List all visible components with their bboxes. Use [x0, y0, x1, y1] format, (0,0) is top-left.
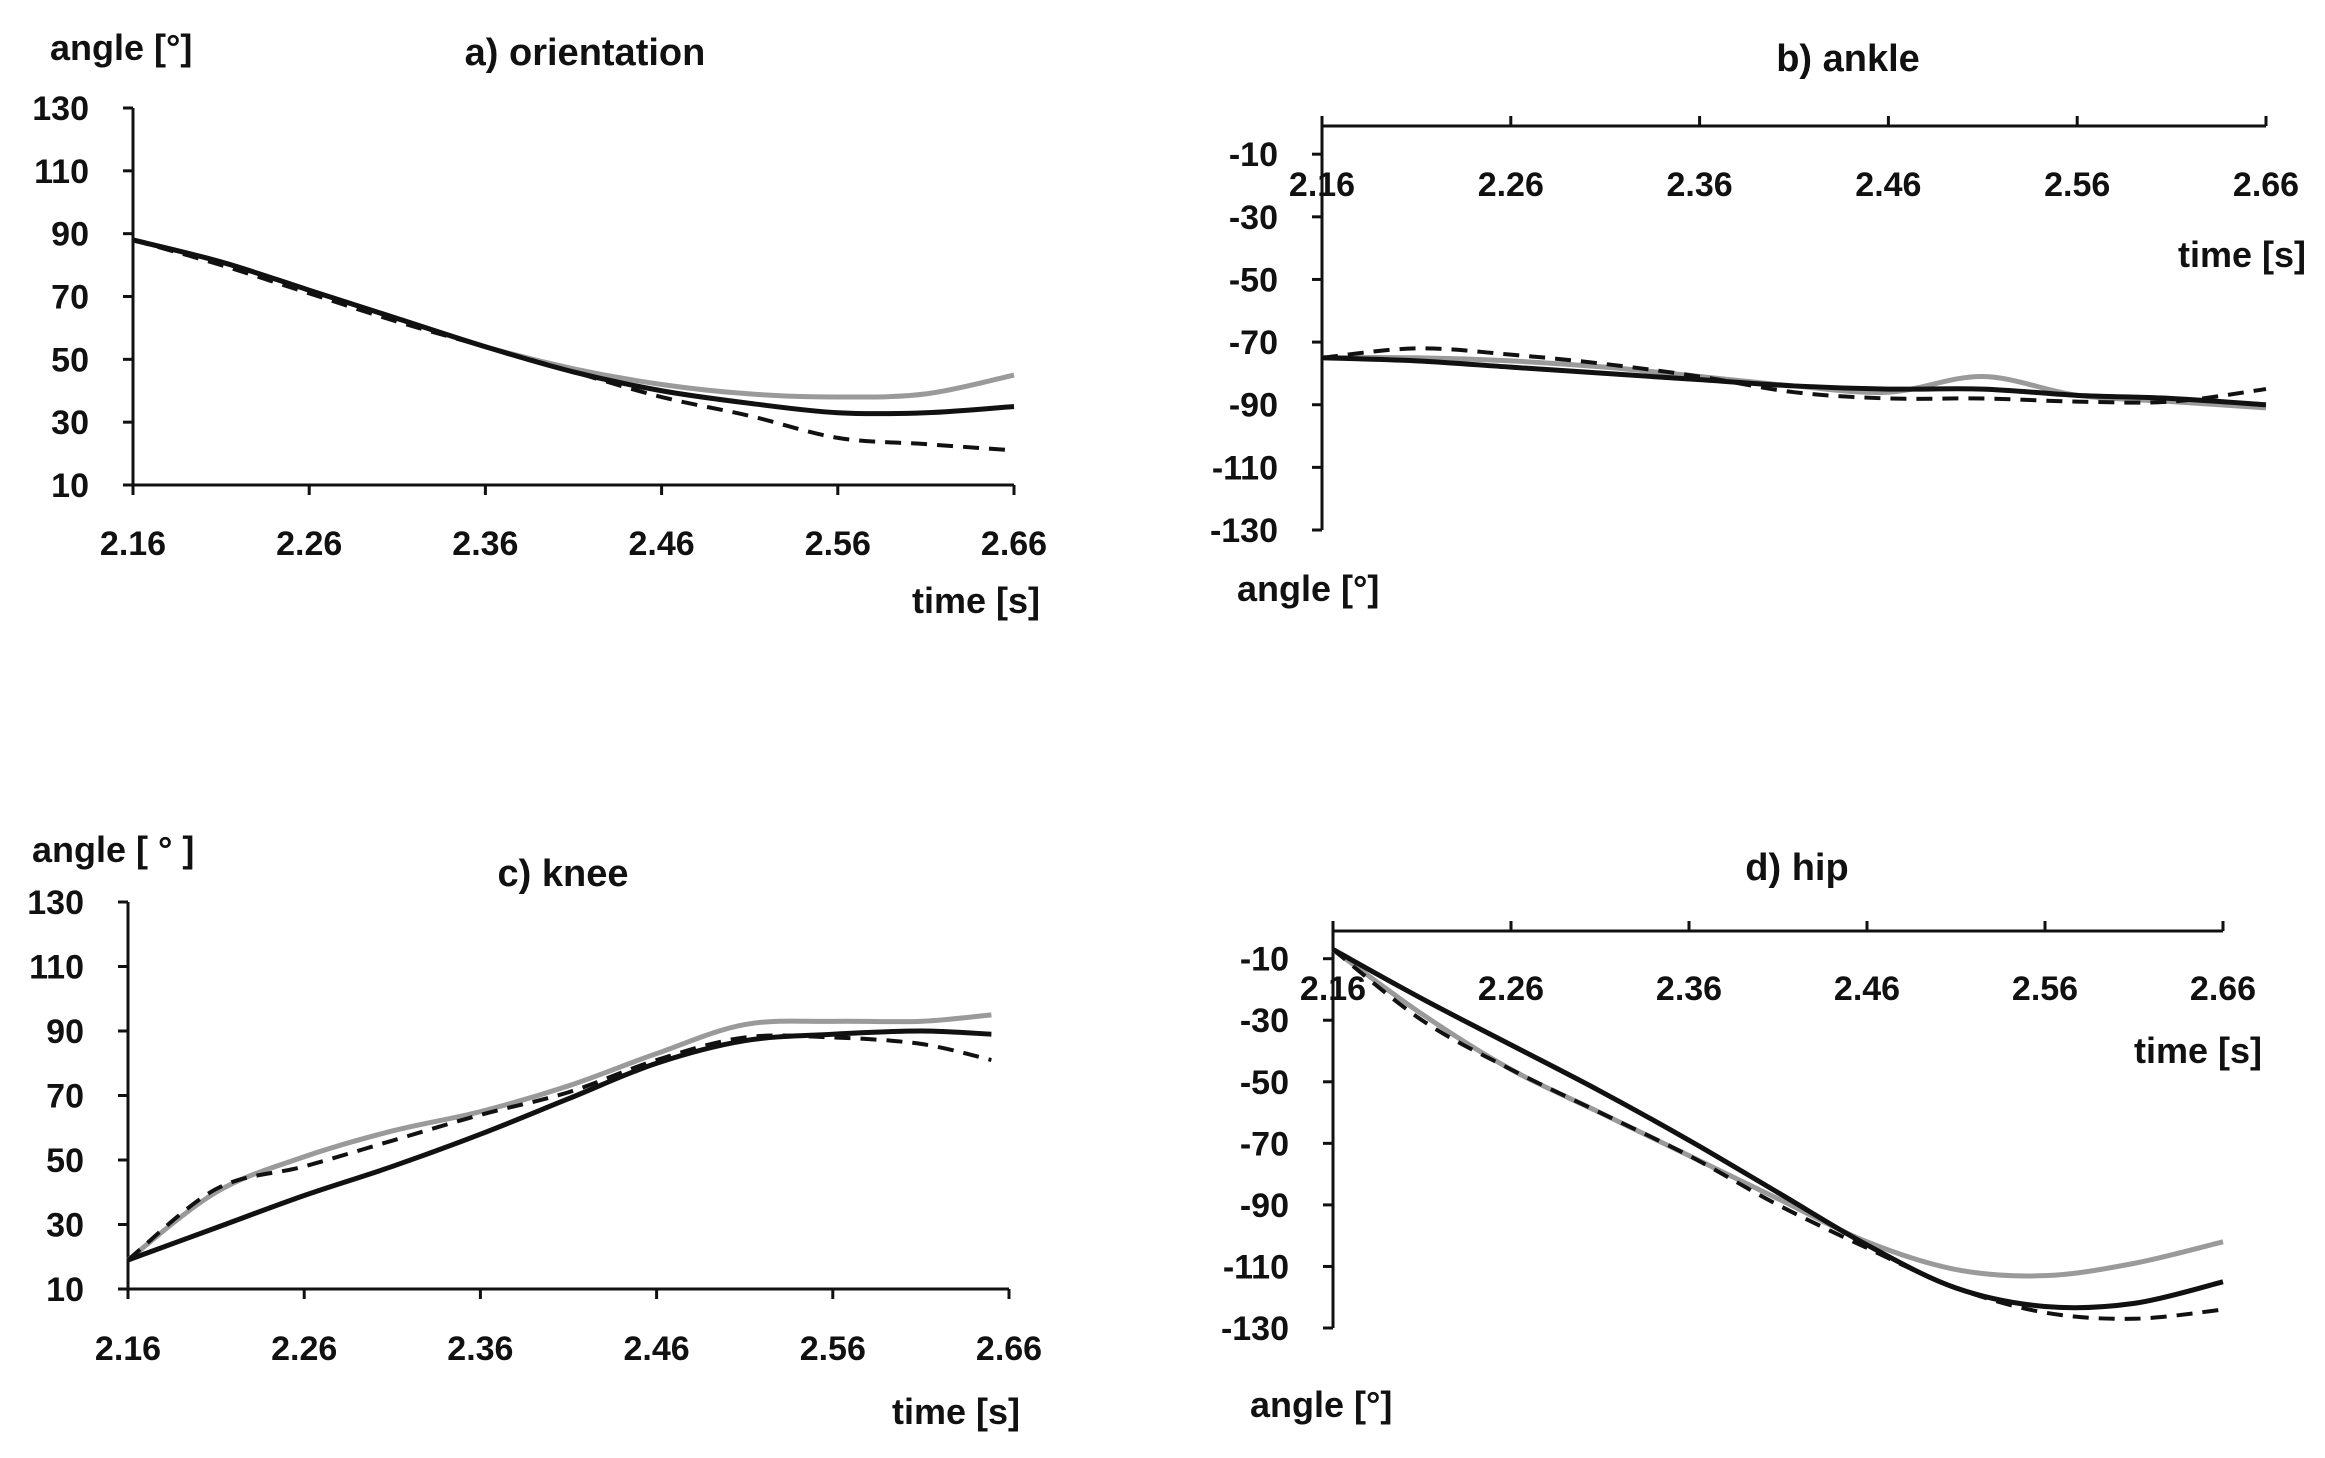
- y-axis-label: angle [°]: [1237, 568, 1379, 609]
- y-tick-label: -70: [1229, 324, 1278, 362]
- y-tick-label: 10: [51, 467, 89, 505]
- y-tick-label: 30: [46, 1207, 84, 1245]
- y-tick-label: 70: [46, 1078, 84, 1116]
- x-tick-label: 2.66: [981, 525, 1047, 563]
- y-tick-label: -90: [1229, 387, 1278, 425]
- y-tick-label: -50: [1240, 1064, 1289, 1102]
- y-tick-label: -110: [1212, 449, 1278, 487]
- x-axis-label: time [s]: [2178, 234, 2306, 275]
- series-line-dashed: [1331, 947, 2224, 1321]
- series-line-dashed: [126, 1033, 992, 1262]
- chart-panel-2: 10 30 50 70 90 110 130 2.16 2.26 2.36 2.46 2.56 2.66…: [27, 829, 1042, 1432]
- x-tick-label: 2.56: [805, 525, 871, 563]
- y-axis-label: angle [°]: [1250, 1384, 1392, 1425]
- chart-panel-1: -130 -110 -90 -70 -50 -30 -10 2.16 2.26 2.36 2.46 2…: [1210, 38, 2306, 609]
- x-tick-label: 2.16: [1289, 166, 1355, 204]
- y-tick-label: 10: [46, 1271, 84, 1309]
- x-tick-label: 2.46: [629, 525, 695, 563]
- series-line-solid: [132, 237, 1015, 417]
- x-tick-label: 2.36: [452, 525, 518, 563]
- y-tick-label: -50: [1229, 261, 1278, 299]
- y-tick-label: -30: [1240, 1002, 1289, 1040]
- y-tick-label: 50: [51, 341, 89, 379]
- x-tick-label: 2.16: [100, 525, 166, 563]
- chart-title: c) knee: [498, 853, 629, 895]
- x-tick-label: 2.26: [271, 1330, 337, 1368]
- series-line-solid: [1321, 355, 2267, 408]
- x-tick-label: 2.26: [1478, 166, 1544, 204]
- x-tick-label: 2.36: [1656, 970, 1722, 1008]
- y-tick-label: 130: [32, 90, 89, 128]
- x-axis-label: time [s]: [912, 580, 1040, 621]
- x-tick-label: 2.16: [1300, 970, 1366, 1008]
- y-tick-label: 90: [51, 216, 89, 254]
- y-tick-label: -110: [1223, 1248, 1289, 1286]
- y-tick-label: -130: [1221, 1310, 1289, 1348]
- chart-title: a) orientation: [465, 32, 706, 74]
- chart-title: b) ankle: [1776, 38, 1920, 80]
- y-tick-label: -130: [1210, 512, 1278, 550]
- series-line-solid: [1331, 947, 2224, 1311]
- x-tick-label: 2.56: [2012, 970, 2078, 1008]
- series-line-grey: [1331, 947, 2224, 1279]
- y-axis-label: angle [°]: [50, 27, 192, 68]
- y-tick-label: 110: [34, 153, 89, 191]
- y-tick-label: -10: [1240, 941, 1289, 979]
- y-tick-label: -70: [1240, 1125, 1289, 1163]
- y-tick-label: 90: [46, 1013, 84, 1051]
- x-tick-label: 2.46: [1855, 166, 1921, 204]
- y-tick-label: -90: [1240, 1187, 1289, 1225]
- x-tick-label: 2.66: [976, 1330, 1042, 1368]
- series-line-grey: [126, 1012, 992, 1262]
- x-tick-label: 2.16: [95, 1330, 161, 1368]
- y-axis-label: angle [ ° ]: [32, 829, 194, 870]
- chart-panel-0: 10 30 50 70 90 110 130 2.16 2.26 2.36 2.46 2.56 2.66…: [32, 27, 1047, 621]
- y-tick-label: 50: [46, 1142, 84, 1180]
- y-tick-label: 110: [29, 949, 84, 987]
- x-tick-label: 2.66: [2233, 166, 2299, 204]
- x-tick-label: 2.26: [1478, 970, 1544, 1008]
- chart-title: d) hip: [1745, 847, 1848, 889]
- x-tick-label: 2.26: [276, 525, 342, 563]
- x-tick-label: 2.46: [624, 1330, 690, 1368]
- y-tick-label: -10: [1229, 136, 1278, 174]
- chart-panel-3: -130 -110 -90 -70 -50 -30 -10 2.16 2.26 2.36 2.46 2…: [1221, 847, 2262, 1425]
- x-tick-label: 2.56: [2044, 166, 2110, 204]
- series-line-dashed: [1321, 346, 2267, 405]
- x-axis-label: time [s]: [892, 1391, 1020, 1432]
- series-line-solid: [127, 1028, 992, 1263]
- y-tick-label: 70: [51, 279, 89, 317]
- x-tick-label: 2.46: [1834, 970, 1900, 1008]
- series-line-dashed: [132, 238, 1015, 453]
- x-tick-label: 2.66: [2190, 970, 2256, 1008]
- y-tick-label: -30: [1229, 199, 1278, 237]
- x-tick-label: 2.36: [1667, 166, 1733, 204]
- x-tick-label: 2.56: [800, 1330, 866, 1368]
- x-tick-label: 2.36: [447, 1330, 513, 1368]
- x-axis-label: time [s]: [2134, 1030, 2262, 1071]
- y-tick-label: 130: [27, 884, 84, 922]
- y-tick-label: 30: [51, 404, 89, 442]
